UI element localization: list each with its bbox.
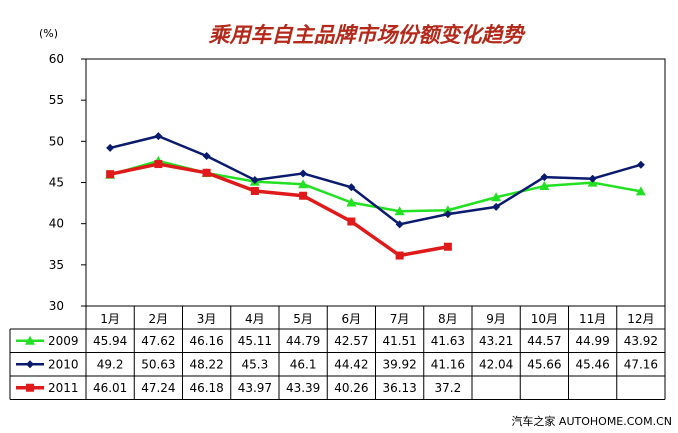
series-line: [109, 134, 642, 226]
x-tick-label: 1月: [100, 312, 120, 326]
data-point: [635, 186, 646, 196]
x-tick-label: 3月: [197, 312, 217, 326]
data-label: 49.2: [97, 357, 124, 371]
data-label: 46.16: [189, 334, 223, 348]
data-label: 43.39: [286, 381, 320, 395]
x-tick-label: 8月: [438, 312, 458, 326]
data-point: [540, 173, 549, 182]
data-point: [443, 210, 452, 219]
data-label: 36.13: [382, 381, 416, 395]
data-point: [394, 206, 405, 216]
y-tick-label: 45: [49, 176, 64, 190]
data-point: [299, 191, 308, 200]
data-label: 46.1: [290, 357, 317, 371]
data-point: [26, 383, 34, 392]
x-tick-label: 7月: [390, 312, 410, 326]
x-tick-label: 10月: [531, 312, 558, 326]
data-label: 46.18: [189, 381, 223, 395]
series-line: [109, 162, 449, 258]
data-table: 1月 2月 3月 4月 5月 6月 7月 8月 9月 10月 11月 12月 2009 45.94 47.6…: [9, 306, 666, 400]
chart-title: 乘用车自主品牌市场份额变化趋势: [209, 23, 527, 47]
data-point: [443, 242, 452, 251]
data-label: 45.66: [527, 357, 561, 371]
data-point: [202, 168, 211, 177]
series-2010: [106, 132, 645, 229]
data-point: [106, 170, 115, 179]
x-tick-label: 12月: [627, 312, 654, 326]
data-point: [202, 151, 211, 160]
data-label: 41.51: [382, 334, 416, 348]
x-tick-label: 5月: [293, 312, 313, 326]
x-tick-label: 11月: [579, 312, 606, 326]
data-point: [154, 160, 163, 169]
data-point: [492, 202, 501, 211]
y-tick-label: 60: [49, 52, 64, 66]
x-tick-label: 6月: [342, 312, 362, 326]
data-point: [491, 192, 502, 202]
y-axis: 30 35 40 45 50 55 60: [49, 52, 86, 313]
data-label: 45.3: [242, 357, 269, 371]
x-tick-label: 2月: [149, 312, 169, 326]
y-tick-label: 50: [49, 134, 64, 148]
y-tick-label: 30: [49, 299, 64, 313]
x-tick-label: 9月: [486, 312, 506, 326]
data-label: 45.46: [575, 357, 609, 371]
legend-label: 2011: [48, 381, 79, 395]
data-label: 44.79: [286, 334, 320, 348]
watermark: 汽车之家 AUTOHOME.COM.CN: [511, 415, 672, 428]
data-point: [347, 217, 356, 226]
y-tick-label: 40: [49, 217, 64, 231]
data-point: [395, 220, 404, 229]
data-point: [347, 183, 356, 192]
data-point: [298, 179, 309, 189]
data-point: [346, 197, 357, 207]
data-label: 46.01: [93, 381, 127, 395]
data-label: 47.62: [141, 334, 175, 348]
data-point: [588, 174, 597, 183]
data-label: 47.24: [141, 381, 175, 395]
data-point: [25, 335, 35, 345]
data-point: [106, 143, 115, 152]
data-label: 45.11: [238, 334, 272, 348]
data-label: 39.92: [382, 357, 416, 371]
series-lines: [105, 132, 646, 260]
data-label: 40.26: [334, 381, 368, 395]
y-tick-label: 55: [49, 93, 64, 107]
y-unit-label: (%): [39, 27, 58, 40]
series-2011: [106, 160, 452, 260]
data-label: 41.16: [431, 357, 465, 371]
data-point: [26, 360, 34, 369]
data-point: [442, 205, 453, 215]
data-label: 44.57: [527, 334, 561, 348]
data-label: 50.63: [141, 357, 175, 371]
y-tick-label: 35: [49, 258, 64, 272]
data-point: [299, 169, 308, 178]
legend-label: 2009: [48, 334, 79, 348]
data-point: [250, 186, 259, 195]
data-label: 47.16: [624, 357, 658, 371]
data-label: 43.21: [479, 334, 513, 348]
data-point: [395, 251, 404, 260]
data-label: 45.94: [93, 334, 127, 348]
data-label: 44.42: [334, 357, 368, 371]
data-point: [539, 181, 550, 191]
data-label: 48.22: [189, 357, 223, 371]
legend-label: 2010: [48, 357, 79, 371]
data-label: 41.63: [431, 334, 465, 348]
data-label: 37.2: [435, 381, 462, 395]
data-point: [154, 132, 163, 141]
data-label: 43.97: [238, 381, 272, 395]
x-tick-label: 4月: [245, 312, 265, 326]
data-label: 42.04: [479, 357, 513, 371]
data-label: 42.57: [334, 334, 368, 348]
data-label: 43.92: [624, 334, 658, 348]
data-point: [250, 176, 259, 185]
data-label: 44.99: [575, 334, 609, 348]
data-point: [636, 160, 645, 169]
